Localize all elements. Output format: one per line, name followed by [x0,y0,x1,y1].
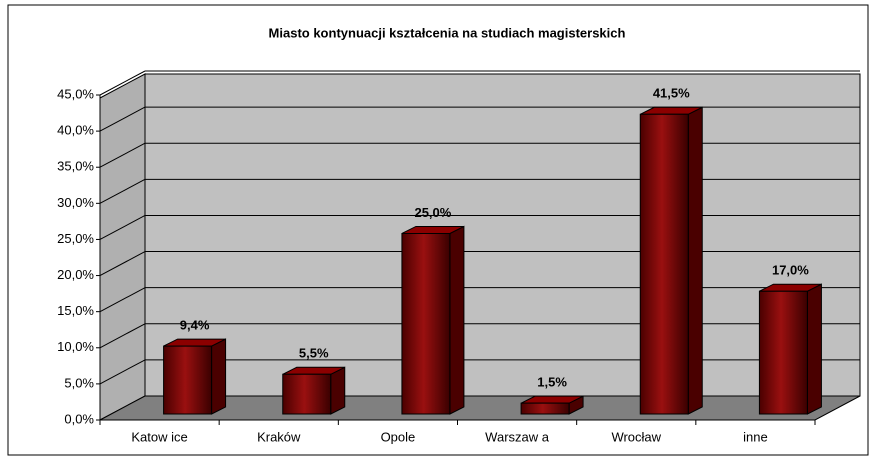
y-tick-label: 15,0% [57,303,94,318]
value-label: 1,5% [537,375,567,390]
bar-front [401,232,451,415]
value-label: 5,5% [299,346,329,361]
back-wall [144,73,861,397]
bar-side [806,283,822,415]
grid-line [99,251,146,276]
grid-line [99,142,146,168]
bar-side [211,338,227,415]
grid-line [99,287,146,313]
y-tick-label: 25,0% [57,231,94,246]
bar-front [520,402,570,415]
grid-line [99,359,146,385]
x-tick-label: Warszaw a [485,429,550,444]
y-tick-label: 5,0% [64,375,94,390]
y-tick-label: 20,0% [57,267,94,282]
y-tick-label: 40,0% [57,123,94,138]
bar [282,366,346,415]
grid-line [99,178,146,204]
chart-title: Miasto kontynuacji kształcenia na studia… [269,25,626,40]
bar [520,395,584,415]
x-tick-label: Opole [381,429,416,444]
bar-front [282,373,332,415]
x-tick-label: inne [743,429,768,444]
grid-line [99,106,146,132]
grid-line [99,323,146,349]
x-tick-label: Wrocław [611,429,661,444]
value-label: 41,5% [653,86,690,101]
y-tick-label: 35,0% [57,159,94,174]
bar-front [163,345,213,415]
value-label: 25,0% [414,205,451,220]
grid-line [99,215,146,240]
bar [401,225,465,415]
bar-side [687,106,703,415]
bar [163,338,227,415]
bar-side [449,225,465,415]
x-tick-label: Kraków [257,429,301,444]
grid-line [99,70,146,96]
y-tick-label: 10,0% [57,339,94,354]
bar-front [758,290,808,415]
bar [758,283,822,415]
value-label: 17,0% [772,263,809,278]
bar-side [330,366,346,415]
side-wall [99,73,146,421]
bar [639,106,703,415]
y-tick-label: 30,0% [57,195,94,210]
y-tick-label: 0,0% [64,411,94,426]
y-tick-label: 45,0% [57,86,94,101]
x-tick-label: Katow ice [131,429,187,444]
value-label: 9,4% [180,318,210,333]
bar-front [639,113,689,415]
